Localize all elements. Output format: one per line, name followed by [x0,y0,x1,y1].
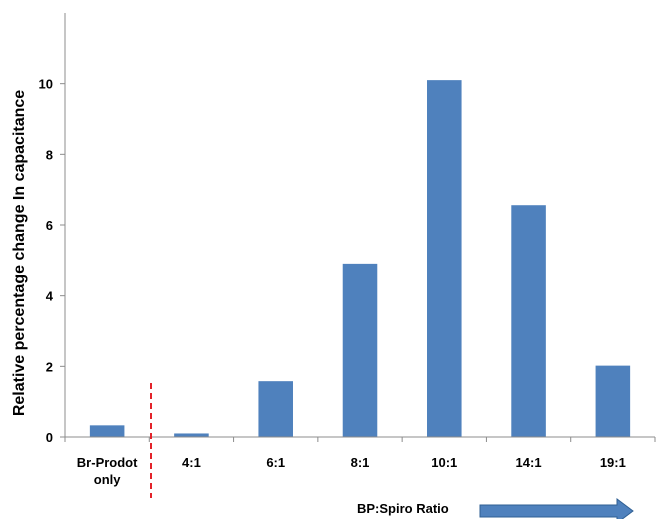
bar [595,365,631,437]
y-axis: 0 2 4 6 8 10 [39,77,65,445]
x-tick-label: 19:1 [600,455,626,470]
y-tick-label: 6 [46,218,53,233]
arrow-icon [479,498,634,519]
y-tick-label: 4 [46,289,54,304]
bar [342,263,378,437]
bar [511,205,546,437]
y-tick-label: 10 [39,77,53,92]
x-axis: Br-Prodot only 4:1 6:1 8:1 10:1 14:1 19:1 [64,437,656,487]
x-tick-label: 6:1 [266,455,285,470]
x-axis-title: BP:Spiro Ratio [357,501,449,516]
y-tick-label: 8 [46,147,53,162]
y-tick-label: 2 [46,359,53,374]
x-tick-label: 8:1 [351,455,370,470]
x-tick-label: 4:1 [182,455,201,470]
x-tick-label: only [94,472,121,487]
bar [427,80,462,437]
y-tick-label: 0 [46,430,53,445]
x-tick-label: 10:1 [431,455,457,470]
x-tick-label: Br-Prodot [77,455,138,470]
bar [258,381,293,437]
bar [89,425,125,437]
bar [174,433,209,437]
y-axis-title: Relative percentage change In capacitanc… [11,90,28,416]
bars [89,80,631,437]
x-tick-label: 14:1 [516,455,542,470]
